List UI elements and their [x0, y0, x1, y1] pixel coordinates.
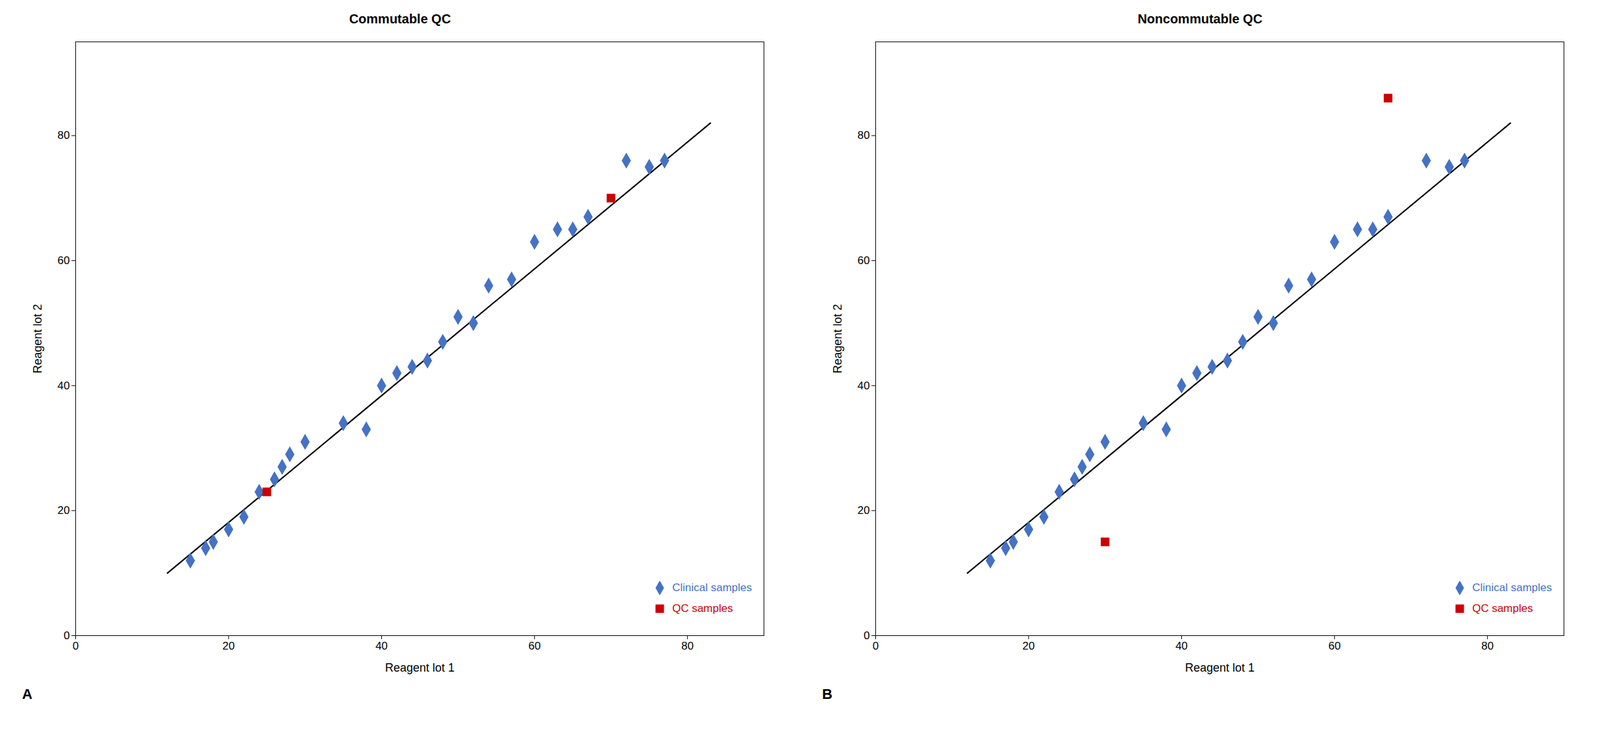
svg-text:60: 60	[528, 640, 541, 653]
svg-text:60: 60	[1328, 640, 1341, 653]
svg-text:80: 80	[681, 640, 694, 653]
svg-text:20: 20	[1022, 640, 1036, 653]
svg-text:Reagent lot 1: Reagent lot 1	[1185, 661, 1255, 675]
html-text:B: B	[822, 686, 833, 703]
svg-text:80: 80	[1481, 640, 1494, 653]
svg-text:Reagent lot 2: Reagent lot 2	[31, 303, 45, 374]
svg-text:Reagent lot 2: Reagent lot 2	[831, 303, 845, 374]
svg-text:20: 20	[57, 504, 71, 517]
html-text:QC samples: QC samples	[1472, 602, 1533, 615]
svg-text:0: 0	[872, 640, 879, 653]
svg-text:20: 20	[857, 504, 871, 517]
svg-text:0: 0	[63, 629, 70, 643]
html-text:Clinical samples: Clinical samples	[672, 581, 752, 595]
html-text:A: A	[22, 686, 33, 703]
svg-text:0: 0	[72, 640, 79, 653]
svg-text:60: 60	[857, 254, 871, 267]
svg-text:Reagent lot 1: Reagent lot 1	[385, 661, 455, 675]
svg-text:40: 40	[1175, 640, 1188, 653]
svg-text:40: 40	[57, 379, 71, 393]
html-text:Noncommutable QC: Noncommutable QC	[1137, 11, 1263, 26]
html-text:Commutable QC: Commutable QC	[349, 11, 451, 26]
svg-text:40: 40	[857, 379, 871, 393]
svg-text:60: 60	[57, 254, 71, 267]
svg-text:20: 20	[222, 640, 236, 653]
svg-text:40: 40	[375, 640, 388, 653]
svg-text:80: 80	[857, 129, 871, 142]
html-text:Clinical samples: Clinical samples	[1472, 581, 1552, 595]
html-text:QC samples: QC samples	[672, 602, 733, 615]
svg-text:80: 80	[57, 129, 71, 142]
svg-text:0: 0	[863, 629, 870, 643]
